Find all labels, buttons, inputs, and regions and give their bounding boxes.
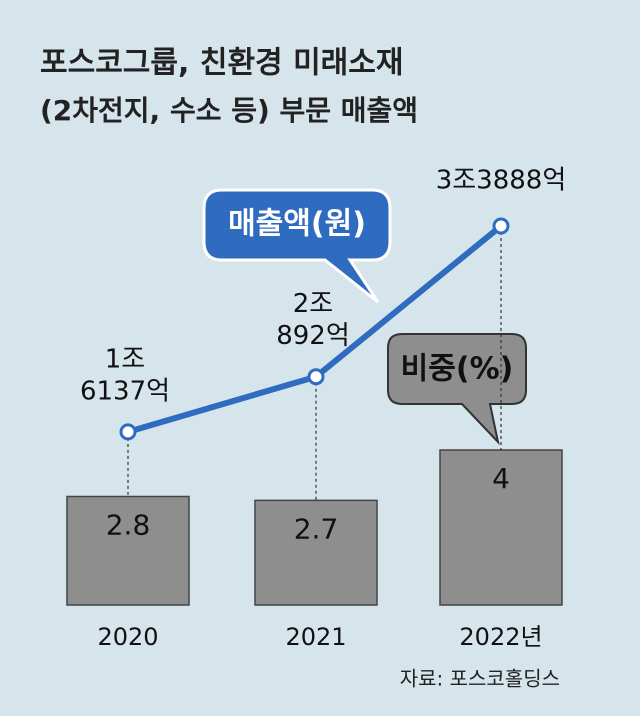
line-point (492, 217, 510, 235)
x-tick-label: 2022년 (459, 623, 542, 651)
line-value-label: 892억 (276, 321, 350, 351)
bar (439, 449, 563, 606)
legend-label: 매출액(원) (228, 207, 366, 242)
legend-bar-bubble: 비중(%) (387, 333, 527, 446)
line-value-label: 1조 (105, 344, 145, 374)
bar-value-label: 2.7 (294, 512, 339, 545)
chart-title: 포스코그룹, 친환경 미래소재 (40, 46, 404, 81)
x-tick-label: 2020 (97, 623, 158, 651)
line-value-label: 2조 (293, 289, 333, 319)
plot (66, 226, 563, 606)
chart-subtitle: (2차전지, 수소 등) 부문 매출액 (40, 94, 418, 127)
line-value-label: 3조3888억 (436, 166, 567, 196)
x-tick-label: 2021 (285, 623, 346, 651)
bar-value-label: 2.8 (106, 509, 151, 542)
source: 자료: 포스코홀딩스 (400, 667, 560, 691)
bubble (202, 188, 392, 304)
line-point (119, 423, 137, 441)
bubble (387, 333, 527, 446)
line-value-label: 6137억 (80, 376, 170, 406)
bar (254, 499, 378, 606)
bar-value-label: 4 (492, 462, 510, 495)
bar (66, 495, 190, 606)
legend-label: 비중(%) (401, 352, 514, 387)
legend-line-bubble: 매출액(원) (202, 188, 392, 304)
line-point (307, 368, 325, 386)
